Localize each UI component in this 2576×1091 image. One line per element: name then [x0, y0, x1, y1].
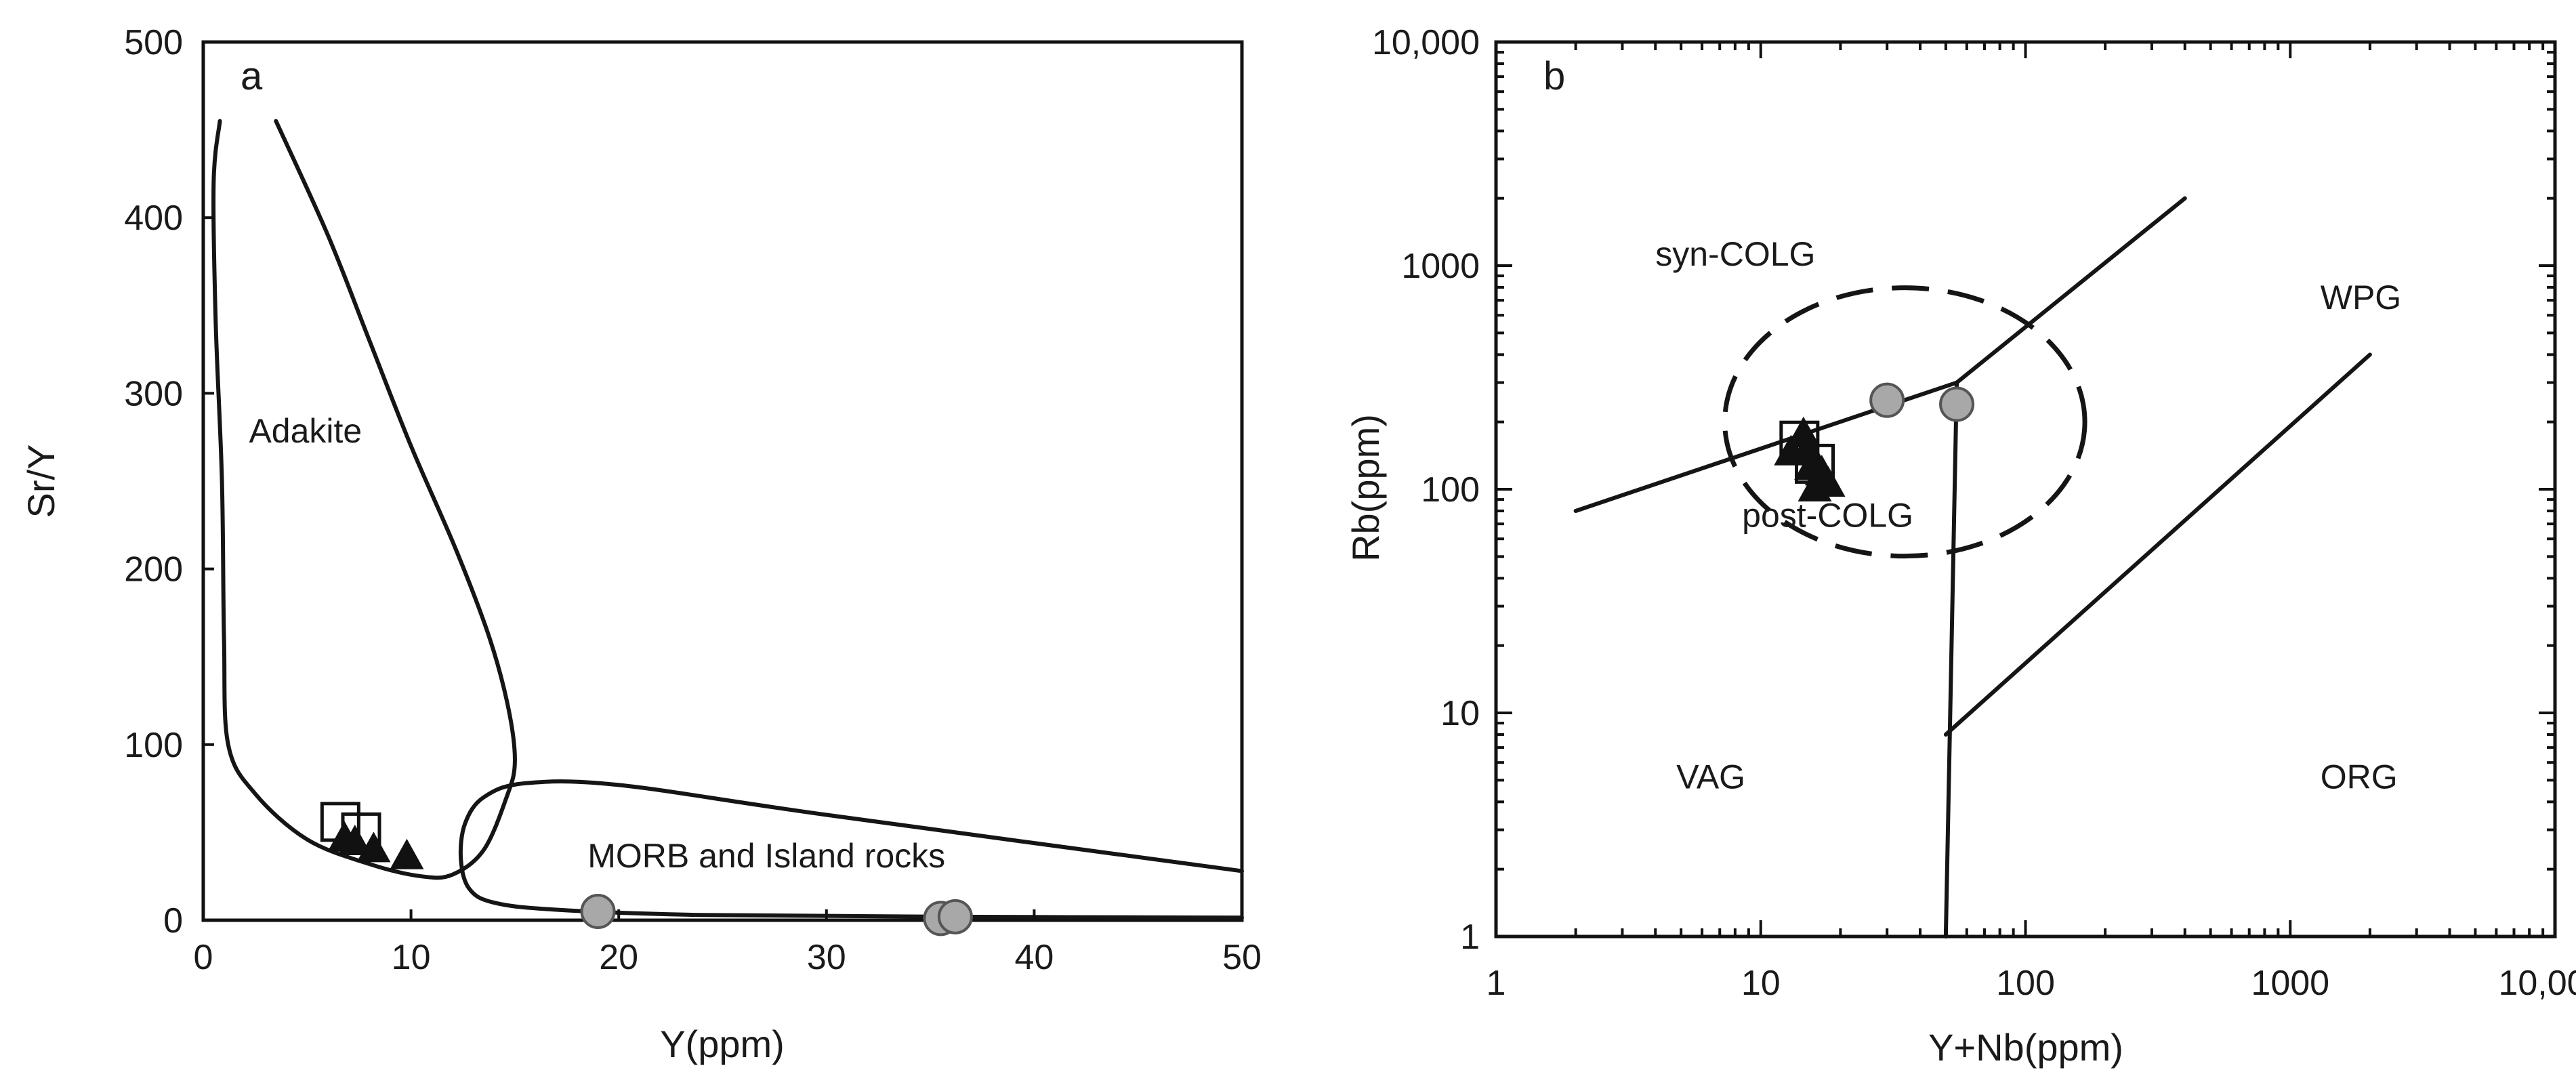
panel-b-letter: b: [1543, 54, 1565, 98]
field-label-morb-and-island-rocks: MORB and Island rocks: [587, 837, 945, 875]
y-tick-label: 1: [1460, 918, 1480, 957]
y-tick-label: 0: [163, 901, 183, 941]
panel-b-x-axis-title: Y+Nb(ppm): [1928, 1026, 2123, 1069]
x-tick-label: 0: [194, 938, 213, 977]
panel-a-field-labels: Adakite MORB and Island rocks: [249, 412, 945, 875]
gray-circle-point-10: [1939, 386, 1975, 422]
panel-b-frame: [1494, 40, 2557, 939]
panel-b-data-points: [1774, 382, 1975, 501]
field-label-org: ORG: [2321, 758, 2398, 796]
field-label-post-colg: post-COLG: [1742, 496, 1913, 534]
y-tick-label: 500: [124, 23, 183, 62]
y-tick-label: 300: [124, 374, 183, 413]
x-tick-label: 100: [1996, 964, 2055, 1003]
discrimination-line-1: [1943, 380, 1959, 939]
panel-a-field-boundaries: [211, 119, 1244, 920]
x-tick-label: 1: [1487, 964, 1506, 1003]
gray-circle-point-8: [937, 899, 973, 934]
panel-b-post-colg-field: [1722, 285, 2087, 559]
panel-b-ticks: 1 10 100 1000 10,000 1 10 100 1000 10,000: [1372, 23, 2576, 1003]
x-tick-label: 20: [599, 938, 638, 977]
filled-triangle-point-3: [337, 824, 372, 855]
panel-a-sr-y-vs-y: Adakite MORB and Island rocks 0 10 20 30 40 50…: [20, 23, 1262, 1065]
x-tick-label: 10,000: [2498, 964, 2576, 1003]
filled-triangle-point-4: [356, 831, 391, 863]
gray-circle-point-9: [1869, 382, 1905, 418]
y-tick-label: 100: [124, 726, 183, 765]
filled-triangle-point-3: [1786, 416, 1821, 447]
field-boundary-adakite: [211, 119, 517, 880]
field-label-vag: VAG: [1676, 758, 1745, 796]
panel-a-y-axis-title: Sr/Y: [20, 445, 62, 518]
field-label-adakite: Adakite: [249, 412, 362, 450]
panel-a-frame: [201, 40, 1244, 922]
x-tick-label: 10: [1741, 964, 1781, 1003]
panel-a-data-points: [320, 802, 973, 936]
x-tick-label: 50: [1222, 938, 1262, 977]
field-label-wpg: WPG: [2321, 279, 2401, 316]
y-tick-label: 1000: [1401, 247, 1480, 286]
filled-triangle-point-5: [390, 838, 424, 869]
discrimination-line-2: [1943, 352, 2372, 737]
filled-triangle-point-4: [1790, 431, 1825, 462]
x-tick-label: 30: [807, 938, 846, 977]
panel-b-rb-vs-ynb: syn-COLG WPG VAG ORG post-COLG 1 10 100 1000 10,…: [1344, 23, 2576, 1069]
y-tick-label: 100: [1421, 470, 1480, 510]
post-colg-dashed-ellipse: [1722, 285, 2087, 559]
panel-b-y-axis-title: Rb(ppm): [1344, 414, 1387, 562]
panel-b-field-labels: syn-COLG WPG VAG ORG post-COLG: [1655, 235, 2401, 796]
y-tick-label: 200: [124, 550, 183, 590]
filled-triangle-point-8: [1811, 466, 1846, 497]
y-tick-label: 10: [1440, 694, 1480, 733]
y-tick-label: 10,000: [1372, 23, 1480, 62]
x-tick-label: 1000: [2251, 964, 2329, 1003]
panel-a-x-axis-title: Y(ppm): [660, 1023, 785, 1065]
x-tick-label: 40: [1014, 938, 1054, 977]
panel-a-letter: a: [241, 54, 263, 98]
x-tick-label: 10: [392, 938, 431, 977]
y-tick-label: 400: [124, 199, 183, 238]
gray-circle-point-6: [580, 894, 616, 930]
field-boundary-morb-and-island-rocks: [458, 779, 1244, 920]
panel-b-discrimination-lines: [1573, 196, 2372, 939]
field-label-syn-colg: syn-COLG: [1655, 235, 1815, 273]
